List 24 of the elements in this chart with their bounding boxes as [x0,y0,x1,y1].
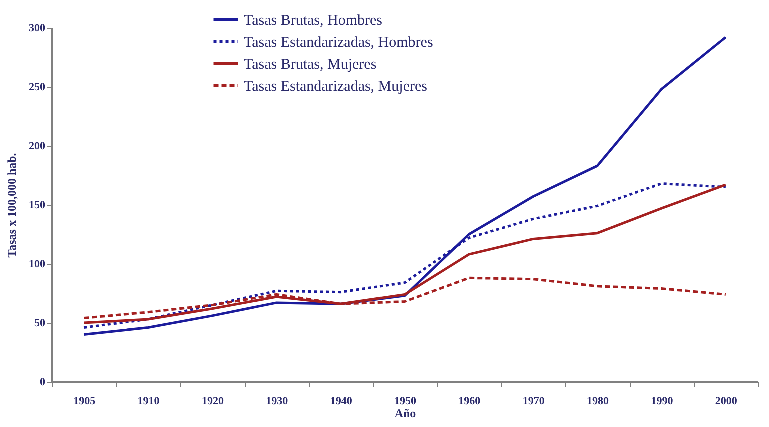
y-tick-label: 150 [29,200,46,212]
y-tick-label: 0 [40,376,46,388]
x-tick-label: 1920 [202,396,224,408]
x-tick-label: 1980 [587,396,610,408]
x-tick-label: 1905 [74,396,96,408]
legend-label: Tasas Brutas, Hombres [244,13,383,29]
legend-label: Tasas Brutas, Mujeres [244,57,377,73]
x-tick-label: 1940 [330,396,353,408]
y-axis-title: Tasas x 100,000 hab. [5,153,19,258]
legend-label: Tasas Estandarizadas, Hombres [244,35,434,51]
x-tick-label: 1990 [651,396,674,408]
y-tick-label: 200 [29,140,46,152]
x-tick-label: 1930 [266,396,289,408]
x-tick-label: 1910 [138,396,160,408]
x-tick-label: 1960 [458,396,482,408]
y-tick-label: 300 [29,22,46,34]
x-tick-label: 1970 [522,396,546,408]
x-axis-title: Año [394,406,416,420]
y-tick-label: 50 [34,318,46,330]
x-tick-label: 2000 [715,396,738,408]
x-tick-label: 1950 [394,396,417,408]
y-tick-label: 250 [29,82,46,94]
legend-label: Tasas Estandarizadas, Mujeres [244,79,428,95]
y-tick-label: 100 [29,258,46,270]
